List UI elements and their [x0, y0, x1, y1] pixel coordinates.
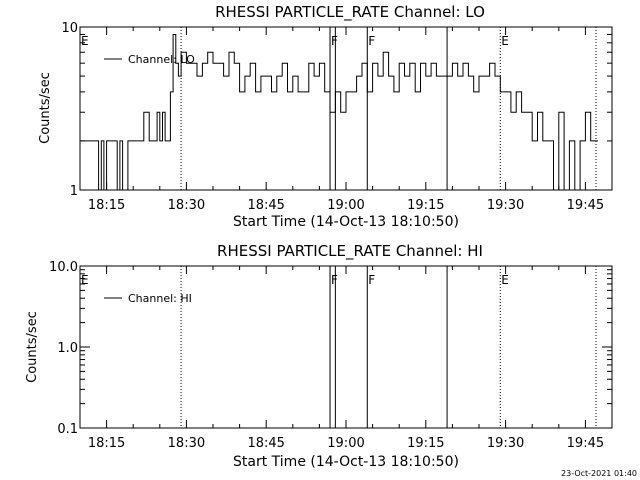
panel-lo-ytick-label: 1 — [70, 184, 78, 199]
panel-lo-xtick-label: 19:30 — [487, 198, 524, 213]
panel-hi-title: RHESSI PARTICLE_RATE Channel: HI — [217, 242, 483, 261]
panel-lo-annotation-flag: E — [501, 34, 509, 48]
panel-lo-xtick-label: 18:15 — [88, 198, 125, 213]
panel-lo-xtick-label: 19:00 — [327, 198, 364, 213]
footer-timestamp: 23-Oct-2021 01:40 — [561, 469, 637, 478]
panel-lo: RHESSI PARTICLE_RATE Channel: LO Start T… — [38, 3, 613, 230]
panel-hi-annotation-flag: E — [501, 273, 509, 287]
panel-hi-ytick-label: 10.0 — [49, 260, 78, 275]
panel-lo-ytick-label: 10 — [61, 21, 78, 36]
panel-hi: RHESSI PARTICLE_RATE Channel: HI Start T… — [25, 242, 613, 470]
panel-lo-series-line — [80, 34, 598, 191]
panel-lo-annotation-flag: F — [331, 34, 338, 48]
panel-lo-annotation-flag: F — [368, 34, 375, 48]
panel-hi-annotation-flag: F — [368, 273, 375, 287]
panel-hi-xtick-label: 18:15 — [88, 436, 125, 451]
panel-lo-xtick-label: 19:45 — [567, 198, 604, 213]
panel-lo-xlabel: Start Time (14-Oct-13 18:10:50) — [233, 214, 459, 230]
panel-lo-title: RHESSI PARTICLE_RATE Channel: LO — [215, 3, 485, 22]
panel-hi-xtick-label: 19:45 — [567, 436, 604, 451]
panel-hi-xtick-label: 18:45 — [247, 436, 284, 451]
panel-lo-annotation-flag: E — [81, 34, 89, 48]
panel-hi-xlabel: Start Time (14-Oct-13 18:10:50) — [233, 454, 459, 470]
panel-hi-xtick-label: 19:15 — [407, 436, 444, 451]
panel-lo-ylabel: Counts/sec — [38, 72, 53, 144]
panel-hi-ytick-label: 1.0 — [57, 341, 78, 356]
panel-hi-xtick-label: 18:30 — [168, 436, 205, 451]
panel-hi-ylabel: Counts/sec — [25, 311, 40, 383]
panel-lo-xtick-label: 18:30 — [168, 198, 205, 213]
panel-lo-xtick-label: 18:45 — [247, 198, 284, 213]
panel-hi-legend: Channel: HI — [104, 292, 192, 305]
panel-hi-ytick-label: 0.1 — [57, 422, 78, 437]
panel-hi-annotation-flag: F — [331, 273, 338, 287]
panel-hi-xtick-label: 19:00 — [327, 436, 364, 451]
panel-lo-xtick-label: 19:15 — [407, 198, 444, 213]
panel-hi-legend-label: Channel: HI — [128, 292, 192, 305]
panel-hi-annotation-flag: E — [81, 273, 89, 287]
panel-lo-legend-label: Channel: LO — [128, 53, 195, 66]
panel-hi-xtick-label: 19:30 — [487, 436, 524, 451]
